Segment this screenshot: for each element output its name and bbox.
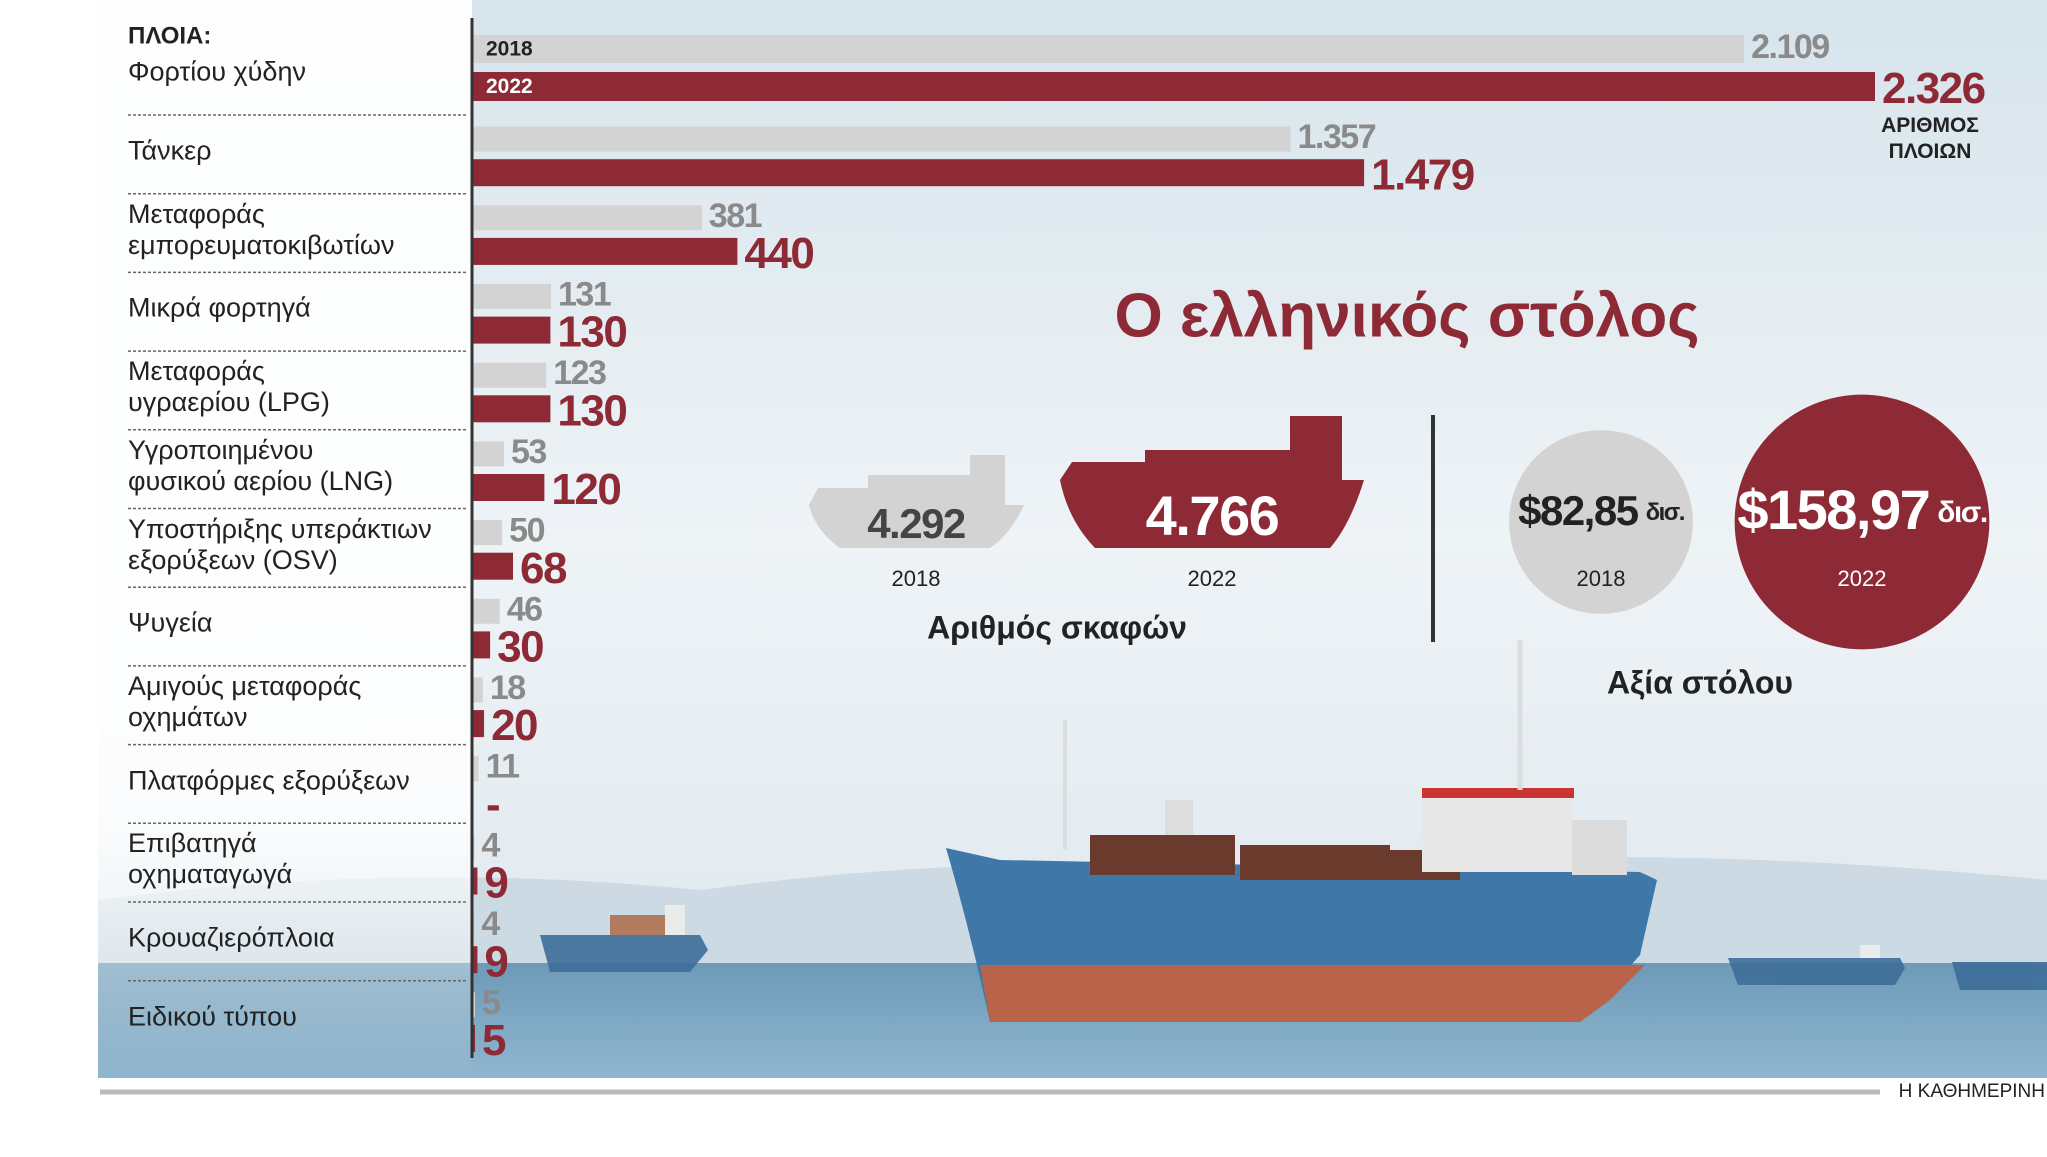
value-label: 381	[709, 197, 762, 235]
legend-label: 2022	[486, 75, 533, 98]
value-label: 11	[486, 748, 520, 786]
category-label: Υποστήριξης υπεράκτιων εξορύξεων (OSV)	[128, 513, 432, 575]
category-label: Υγροποιημένου φυσικού αερίου (LNG)	[128, 434, 394, 496]
fleet-value-year: 2022	[1838, 566, 1887, 591]
fleet-value-unit: δισ.	[1646, 499, 1685, 526]
value-label: 18	[490, 669, 525, 707]
value-label: 120	[551, 465, 620, 514]
bar	[472, 598, 500, 624]
bar	[472, 316, 551, 344]
bar	[472, 205, 702, 231]
bar	[472, 362, 547, 388]
chart-title: Ο ελληνικός στόλος	[1114, 281, 1699, 350]
category-label: Κρουαζιερόπλοια	[128, 922, 335, 953]
bar	[472, 520, 503, 546]
bar	[472, 552, 514, 580]
value-label: 130	[557, 386, 626, 435]
fleet-value-label: Αξία στόλου	[1607, 664, 1793, 700]
value-label: 20	[491, 701, 537, 750]
value-label: 68	[520, 544, 567, 593]
category-label: Μεταφοράς εμπορευματοκιβωτίων	[128, 198, 395, 260]
bar	[472, 946, 478, 974]
bar	[472, 1024, 476, 1052]
bar	[472, 126, 1291, 152]
ship-2022	[1060, 416, 1364, 548]
value-label: 131	[558, 275, 611, 313]
fleet-value: $158,97 δισ.	[1737, 478, 1986, 541]
value-label: 53	[511, 433, 546, 471]
category-label: Επιβατηγά οχηματαγωγά	[128, 828, 293, 890]
value-label: 1.479	[1371, 150, 1474, 199]
fleet-value-number: $82,85	[1518, 487, 1639, 534]
value-label: 130	[557, 308, 626, 357]
bar	[472, 867, 478, 895]
bar	[472, 710, 485, 738]
fleet-count: 4.766	[1146, 484, 1279, 547]
fleet-count-year: 2022	[1188, 566, 1237, 591]
fleet-count-year: 2018	[892, 566, 941, 591]
value-label: 4	[481, 905, 500, 943]
value-label: 440	[744, 229, 813, 278]
fleet-count: 4.292	[867, 500, 965, 547]
category-label: Πλατφόρμες εξορύξεων	[128, 765, 410, 796]
bar	[472, 474, 545, 501]
value-label: 5	[482, 1016, 506, 1065]
category-label: Ψυγεία	[128, 607, 213, 638]
fleet-value: $82,85 δισ.	[1518, 487, 1685, 534]
bar	[472, 631, 491, 659]
bar	[472, 284, 552, 309]
fleet-value-unit: δισ.	[1937, 496, 1987, 529]
value-label: 2.109	[1751, 28, 1829, 66]
fleet-count-label: Αριθμός σκαφών	[927, 609, 1187, 645]
fleet-value-year: 2018	[1577, 566, 1626, 591]
bar	[472, 756, 479, 782]
value-label: 123	[553, 354, 606, 392]
ship-2018	[809, 455, 1024, 548]
value-label: 50	[509, 512, 544, 550]
bar	[472, 677, 483, 703]
bar	[472, 992, 476, 1018]
value-bubble	[1509, 430, 1693, 614]
value-label: 46	[507, 590, 542, 628]
legend-label: 2018	[486, 38, 533, 61]
value-label: 2.326	[1882, 64, 1985, 113]
category-label: Μεταφοράς υγραερίου (LPG)	[128, 356, 330, 418]
value-label: 4	[481, 826, 500, 864]
bar	[472, 72, 1875, 101]
value-label: -	[486, 780, 499, 829]
category-label: Αμιγούς μεταφοράς οχημάτων	[128, 670, 362, 732]
fleet-value-number: $158,97	[1737, 478, 1929, 541]
value-label: 5	[482, 984, 500, 1022]
category-label: Μικρά φορτηγά	[128, 292, 311, 323]
bar	[472, 237, 738, 265]
axis-annotation: ΑΡΙΘΜΟΣ ΠΛΟΙΩΝ	[1881, 114, 1979, 163]
header: ΠΛΟΙΑ:	[128, 22, 211, 49]
category-label: Τάνκερ	[128, 135, 212, 166]
value-label: 9	[484, 859, 507, 908]
value-label: 1.357	[1298, 118, 1376, 156]
value-label: 30	[497, 623, 543, 672]
bar	[472, 395, 551, 423]
value-bubble	[1734, 394, 1990, 650]
source: Η ΚΑΘΗΜΕΡΙΝΗ	[1899, 1081, 2045, 1102]
bar	[472, 441, 504, 467]
ship-photo	[946, 640, 1657, 1022]
category-label: Φορτίου χύδην	[128, 56, 306, 87]
category-label: Ειδικού τύπου	[128, 1001, 297, 1032]
value-label: 9	[484, 937, 507, 986]
bar	[472, 35, 1745, 63]
bar	[472, 159, 1365, 187]
